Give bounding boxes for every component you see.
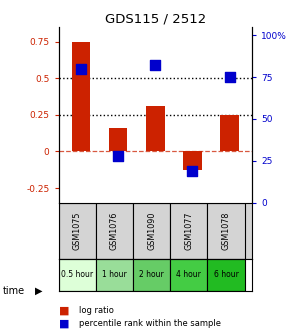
Text: GSM1090: GSM1090 [147,212,156,250]
Text: ▶: ▶ [35,286,43,296]
Text: GSM1075: GSM1075 [73,212,82,250]
Bar [96,259,133,291]
Point [153,63,158,68]
Text: ■: ■ [59,318,69,328]
Text: GSM1077: GSM1077 [184,212,193,250]
Bar [71,42,90,152]
Bar [59,259,96,291]
Text: 1 hour: 1 hour [102,270,127,279]
Text: 4 hour: 4 hour [176,270,201,279]
Bar [59,203,96,259]
Bar [146,106,165,152]
Bar [109,128,127,152]
Text: 0.5 hour: 0.5 hour [61,270,93,279]
Bar [96,203,133,259]
Text: 2 hour: 2 hour [139,270,164,279]
Bar [170,259,207,291]
Point [79,66,83,72]
Text: ■: ■ [59,306,69,316]
Text: 6 hour: 6 hour [214,270,239,279]
Point [116,153,120,159]
Bar [220,115,239,152]
Text: percentile rank within the sample: percentile rank within the sample [79,319,221,328]
Bar [170,203,207,259]
Bar [133,203,170,259]
Bar [207,259,245,291]
Bar [183,152,202,170]
Point [190,168,195,174]
Title: GDS115 / 2512: GDS115 / 2512 [105,13,206,26]
Bar [207,203,245,259]
Text: GSM1078: GSM1078 [222,212,231,250]
Point [227,75,232,80]
Text: time: time [3,286,25,296]
Text: log ratio: log ratio [79,306,114,315]
Bar [133,259,170,291]
Text: GSM1076: GSM1076 [110,212,119,250]
